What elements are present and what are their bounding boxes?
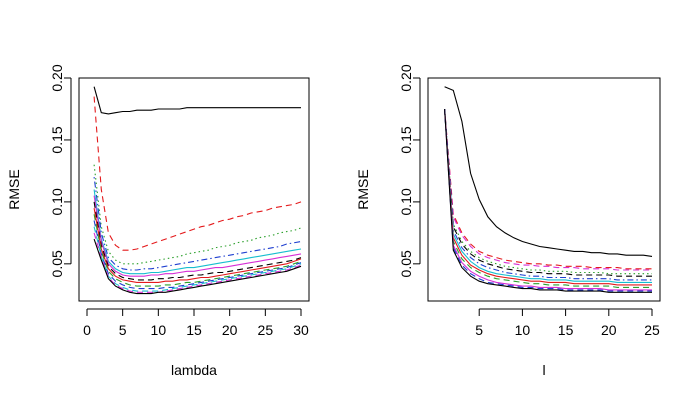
series-line-5 <box>444 108 652 277</box>
series-line-4 <box>93 177 302 271</box>
y-tick-label: 0.20 <box>49 64 65 91</box>
x-tick-label: 25 <box>644 322 660 338</box>
x-tick-label: 10 <box>515 322 531 338</box>
x-axis-label: l <box>542 362 545 378</box>
x-tick-label: 5 <box>475 322 483 338</box>
y-axis-label: RMSE <box>355 169 371 209</box>
x-tick-label: 25 <box>258 322 274 338</box>
y-tick-label: 0.15 <box>49 126 65 153</box>
x-axis-label: lambda <box>171 362 217 378</box>
series-line-11 <box>444 108 652 292</box>
left-panel: 0 5 10 15 20 25 30 0.05 0.10 0.15 0.20 lambda RMSE <box>6 64 310 378</box>
series-line-8 <box>93 208 302 283</box>
x-tick-label: 0 <box>83 322 91 338</box>
series-group <box>93 86 302 295</box>
series-line-12 <box>444 108 652 293</box>
x-tick-label: 20 <box>601 322 617 338</box>
plot-frame <box>78 77 310 302</box>
y-tick-label: 0.20 <box>398 64 414 91</box>
y-tick-label: 0.05 <box>398 250 414 277</box>
series-line-4 <box>444 108 652 275</box>
series-group <box>444 86 653 293</box>
x-tick-label: 30 <box>293 322 309 338</box>
x-tick-label: 15 <box>558 322 574 338</box>
series-line-2 <box>444 108 652 270</box>
series-line-7 <box>444 108 652 283</box>
series-line-9 <box>444 108 652 288</box>
x-tick-label: 15 <box>186 322 202 338</box>
right-panel: 5 10 15 20 25 0.05 0.10 0.15 0.20 l RMSE <box>355 64 661 378</box>
series-line-5 <box>93 189 302 275</box>
series-line-1 <box>444 86 653 257</box>
series-line-3 <box>444 108 652 271</box>
y-tick-label: 0.10 <box>398 188 414 215</box>
y-tick-label: 0.05 <box>49 250 65 277</box>
series-line-6 <box>444 108 652 281</box>
series-line-12 <box>93 232 302 293</box>
y-tick-label: 0.10 <box>49 188 65 215</box>
series-line-7 <box>93 201 302 281</box>
series-line-13 <box>93 238 302 295</box>
series-line-8 <box>444 108 652 286</box>
y-axis-label: RMSE <box>6 169 22 209</box>
series-line-9 <box>93 214 302 287</box>
x-tick-label: 20 <box>222 322 238 338</box>
x-tick-label: 5 <box>119 322 127 338</box>
y-tick-label: 0.15 <box>398 126 414 153</box>
plot-frame <box>427 77 661 302</box>
series-line-2 <box>93 96 302 251</box>
series-line-3 <box>93 164 302 265</box>
x-tick-label: 10 <box>151 322 167 338</box>
series-line-10 <box>444 108 652 291</box>
series-line-6 <box>93 195 302 277</box>
series-line-1 <box>93 86 301 115</box>
series-line-11 <box>93 226 302 292</box>
